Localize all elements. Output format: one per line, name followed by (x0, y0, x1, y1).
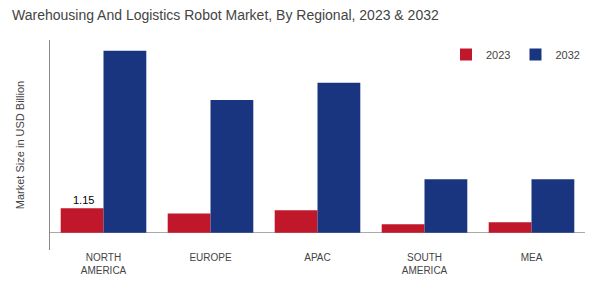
svg-text:Market Size in USD Billion: Market Size in USD Billion (14, 81, 26, 209)
svg-text:2032: 2032 (555, 49, 579, 61)
svg-text:Warehousing And Logistics Robo: Warehousing And Logistics Robot Market, … (12, 7, 439, 23)
svg-text:SOUTHAMERICA: SOUTHAMERICA (402, 252, 448, 276)
svg-text:APAC: APAC (304, 252, 331, 263)
svg-text:MEA: MEA (521, 252, 543, 263)
svg-text:1.15: 1.15 (73, 194, 94, 206)
svg-text:2023: 2023 (486, 49, 510, 61)
svg-text:NORTHAMERICA: NORTHAMERICA (81, 252, 127, 276)
svg-text:EUROPE: EUROPE (189, 252, 232, 263)
